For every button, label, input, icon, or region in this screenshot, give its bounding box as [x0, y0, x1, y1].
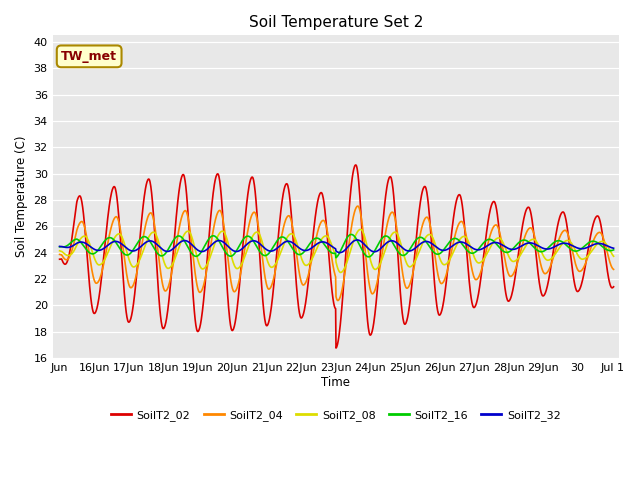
- SoilT2_08: [337, 270, 344, 276]
- SoilT2_16: [241, 235, 248, 240]
- Legend: SoilT2_02, SoilT2_04, SoilT2_08, SoilT2_16, SoilT2_32: SoilT2_02, SoilT2_04, SoilT2_08, SoilT2_…: [106, 406, 565, 425]
- SoilT2_32: [56, 243, 63, 249]
- SoilT2_02: [166, 294, 173, 300]
- SoilT2_04: [241, 246, 248, 252]
- Line: SoilT2_02: SoilT2_02: [60, 165, 614, 348]
- SoilT2_08: [610, 253, 618, 259]
- SoilT2_32: [424, 239, 431, 244]
- SoilT2_16: [545, 245, 552, 251]
- SoilT2_08: [56, 248, 63, 253]
- SoilT2_04: [166, 281, 173, 287]
- SoilT2_32: [179, 238, 187, 244]
- SoilT2_02: [496, 232, 504, 238]
- SoilT2_16: [179, 236, 187, 241]
- SoilT2_16: [348, 231, 355, 237]
- SoilT2_32: [241, 243, 248, 249]
- SoilT2_16: [610, 247, 618, 253]
- SoilT2_04: [179, 211, 187, 216]
- SoilT2_32: [353, 237, 361, 243]
- SoilT2_04: [496, 229, 504, 235]
- SoilT2_32: [545, 246, 552, 252]
- SoilT2_08: [179, 234, 187, 240]
- Line: SoilT2_32: SoilT2_32: [60, 240, 614, 252]
- SoilT2_02: [610, 284, 618, 289]
- SoilT2_02: [179, 172, 187, 178]
- SoilT2_16: [424, 240, 431, 246]
- SoilT2_04: [354, 203, 362, 209]
- SoilT2_16: [496, 245, 504, 251]
- Line: SoilT2_04: SoilT2_04: [60, 206, 614, 300]
- SoilT2_16: [332, 255, 340, 261]
- Title: Soil Temperature Set 2: Soil Temperature Set 2: [249, 15, 423, 30]
- SoilT2_08: [424, 233, 431, 239]
- SoilT2_16: [56, 244, 63, 250]
- SoilT2_08: [241, 254, 248, 260]
- X-axis label: Time: Time: [321, 376, 350, 389]
- SoilT2_04: [545, 267, 552, 273]
- Line: SoilT2_08: SoilT2_08: [60, 229, 614, 273]
- SoilT2_02: [332, 345, 340, 351]
- SoilT2_02: [424, 192, 431, 198]
- SoilT2_02: [241, 221, 248, 227]
- SoilT2_04: [56, 252, 63, 257]
- SoilT2_16: [166, 245, 173, 251]
- SoilT2_32: [166, 248, 173, 254]
- SoilT2_04: [610, 266, 618, 272]
- SoilT2_08: [545, 257, 552, 263]
- SoilT2_32: [610, 245, 618, 251]
- SoilT2_04: [334, 298, 342, 303]
- Y-axis label: Soil Temperature (C): Soil Temperature (C): [15, 136, 28, 257]
- SoilT2_08: [166, 265, 173, 271]
- SoilT2_08: [496, 235, 504, 241]
- SoilT2_02: [545, 277, 552, 283]
- SoilT2_32: [496, 240, 504, 246]
- SoilT2_02: [352, 162, 360, 168]
- Text: TW_met: TW_met: [61, 50, 117, 63]
- SoilT2_04: [424, 215, 431, 220]
- SoilT2_32: [336, 250, 344, 255]
- Line: SoilT2_16: SoilT2_16: [60, 234, 614, 258]
- SoilT2_02: [56, 256, 63, 262]
- SoilT2_08: [357, 227, 365, 232]
